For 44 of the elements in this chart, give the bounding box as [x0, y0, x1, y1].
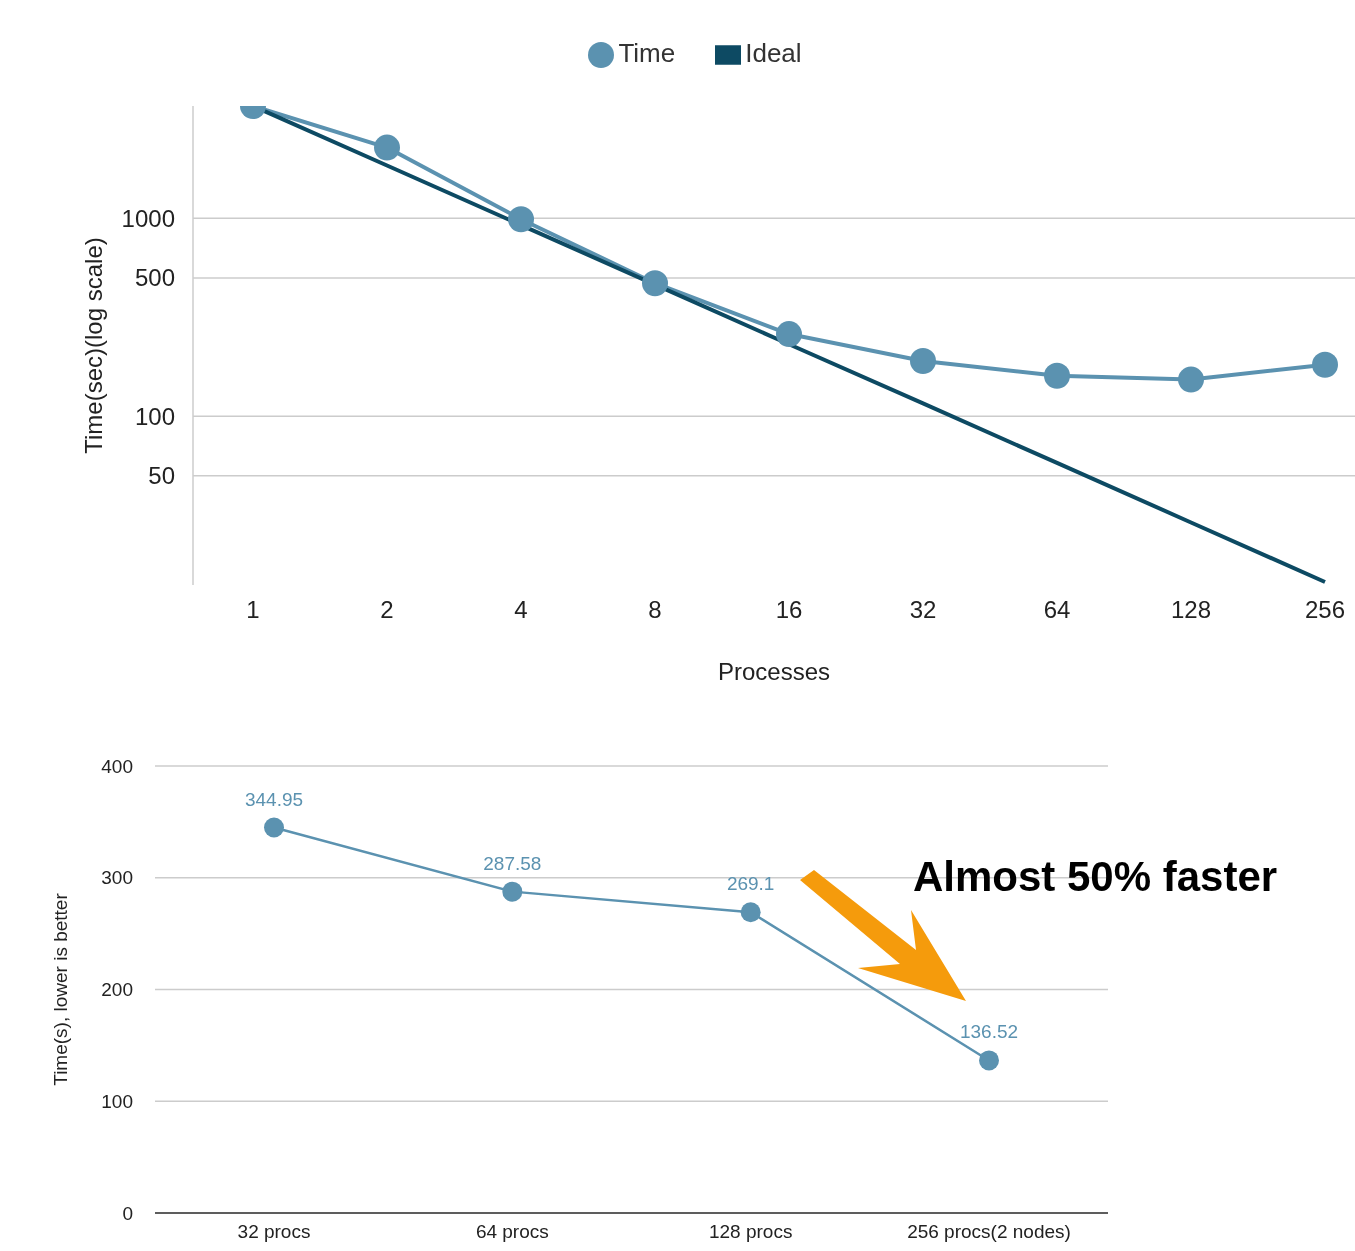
x-tick-label: 32 [909, 596, 937, 624]
x-tick-label: 1 [246, 596, 260, 624]
point [264, 817, 284, 838]
x-tick-label: 256 [1304, 596, 1346, 624]
legend-label: Time [618, 38, 676, 68]
annotation: Almost 50% faster [913, 853, 1278, 901]
point [910, 348, 936, 375]
point [1312, 351, 1338, 378]
y-axis-title: Time(sec)(log scale) [79, 237, 107, 454]
x-tick-label: 2 [380, 596, 394, 624]
y-tick-label: 1000 [121, 204, 175, 232]
x-tick-label: 32 procs [237, 1221, 311, 1243]
x-tick-label: 128 procs [708, 1221, 793, 1243]
point [508, 206, 534, 233]
y-tick-label: 100 [101, 1090, 133, 1112]
y-tick-label: 400 [101, 755, 133, 777]
data-label: 344.95 [244, 788, 304, 810]
x-tick-label: 64 [1043, 596, 1071, 624]
point [740, 902, 761, 923]
x-tick-label: 128 [1170, 596, 1212, 624]
y-tick-label: 500 [134, 264, 175, 292]
point [374, 134, 400, 161]
point [979, 1050, 999, 1071]
data-label: 136.52 [959, 1021, 1019, 1043]
x-tick-label: 64 procs [475, 1221, 549, 1243]
point [1178, 366, 1204, 393]
x-tick-label: 16 [775, 596, 803, 624]
point [502, 881, 523, 902]
y-tick-label: 0 [122, 1202, 133, 1224]
y-tick-label: 100 [134, 402, 175, 430]
x-tick-label: 4 [514, 596, 528, 624]
data-label: 269.1 [726, 873, 775, 895]
point [776, 321, 802, 348]
data-label: 287.58 [483, 852, 542, 874]
y-axis-title: Time(s), lower is better [49, 892, 71, 1086]
point [642, 270, 668, 297]
y-tick-label: 200 [101, 979, 133, 1001]
x-tick-label: 8 [648, 596, 662, 624]
x-axis-title: Processes [717, 658, 831, 685]
legend-label: Ideal [745, 38, 802, 68]
y-tick-label: 300 [101, 867, 133, 889]
y-tick-label: 50 [148, 462, 175, 490]
point [1044, 362, 1070, 389]
x-tick-label: 256 procs(2 nodes) [907, 1221, 1071, 1243]
